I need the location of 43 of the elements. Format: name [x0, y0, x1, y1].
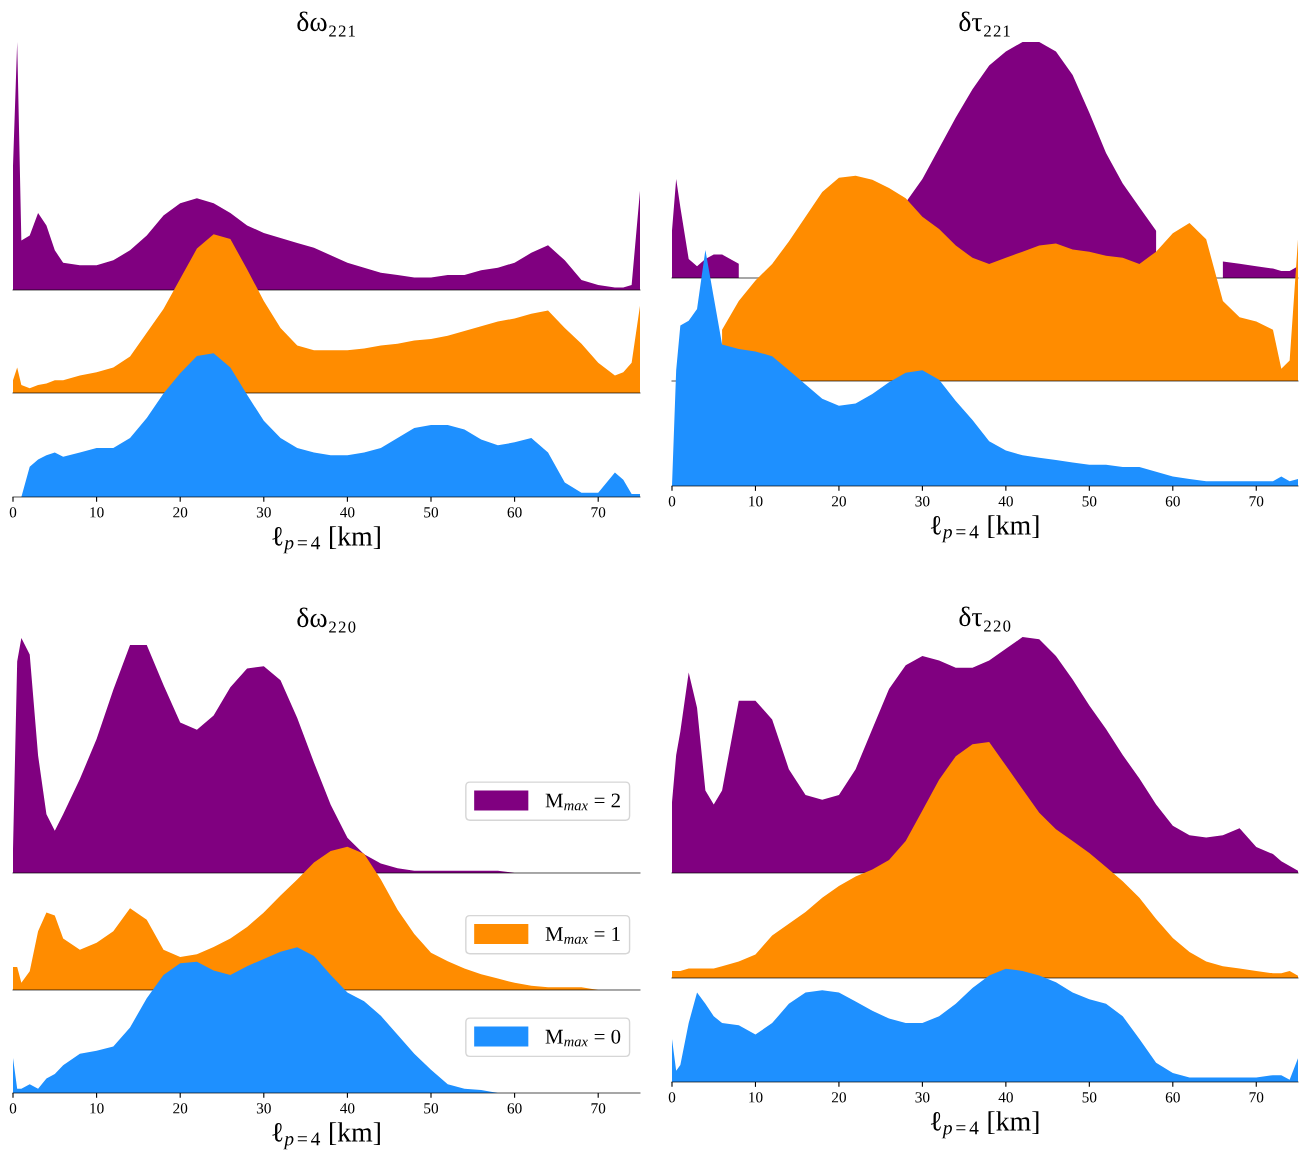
x-tick-label: 70 [591, 507, 606, 518]
x-tick-label: 0 [668, 1092, 676, 1103]
legend-label: M$_{max}$ = 1 [545, 927, 620, 944]
x-tick-label: 20 [173, 507, 188, 518]
x-axis-title: ℓ$_{p=4}$ [km] [930, 1111, 1039, 1139]
x-tick-label: 0 [9, 507, 17, 518]
x-tick-label: 10 [90, 1103, 104, 1114]
x-tick-label: 30 [915, 496, 930, 507]
x-tick-label: 70 [1249, 1092, 1264, 1103]
x-tick-label: 10 [749, 496, 763, 507]
x-tick-label: 20 [831, 1092, 846, 1103]
legend-label: M$_{max}$ = 2 [545, 793, 620, 811]
x-tick-label: 30 [915, 1092, 930, 1103]
x-tick-label: 60 [507, 1103, 522, 1114]
x-tick-label: 70 [1249, 496, 1264, 507]
x-tick-label: 20 [173, 1103, 188, 1114]
x-tick-label: 10 [749, 1092, 763, 1103]
x-tick-label: 40 [998, 496, 1013, 507]
x-tick-label: 30 [256, 507, 271, 518]
x-tick-label: 30 [256, 1103, 271, 1114]
chart-title: δτ₂₂₁ [959, 11, 1010, 37]
x-tick-label: 0 [668, 496, 676, 507]
legend-label: M$_{max}$ = 0 [545, 1029, 621, 1047]
x-tick-label: 10 [90, 507, 104, 518]
x-tick-label: 40 [340, 507, 355, 518]
x-axis-title: ℓ$_{p=4}$ [km] [930, 515, 1039, 543]
x-axis-title: ℓ$_{p=4}$ [km] [272, 1122, 380, 1150]
x-tick-label: 60 [507, 507, 522, 518]
chart-title: δτ₂₂₀ [959, 606, 1011, 632]
x-tick-label: 40 [340, 1103, 355, 1114]
x-tick-label: 20 [831, 496, 846, 507]
chart-title: δω₂₂₀ [297, 607, 356, 633]
x-tick-label: 50 [1082, 1092, 1097, 1103]
x-axis-title: ℓ$_{p=4}$ [km] [272, 526, 380, 554]
x-tick-label: 50 [1082, 496, 1097, 507]
x-tick-label: 60 [1165, 1092, 1180, 1103]
x-tick-label: 40 [998, 1092, 1013, 1103]
x-tick-label: 50 [424, 1103, 439, 1114]
chart-title: δω₂₂₁ [297, 11, 355, 37]
x-tick-label: 70 [591, 1103, 606, 1114]
x-tick-label: 60 [1165, 496, 1180, 507]
x-tick-label: 0 [9, 1103, 17, 1114]
x-tick-label: 50 [424, 507, 439, 518]
